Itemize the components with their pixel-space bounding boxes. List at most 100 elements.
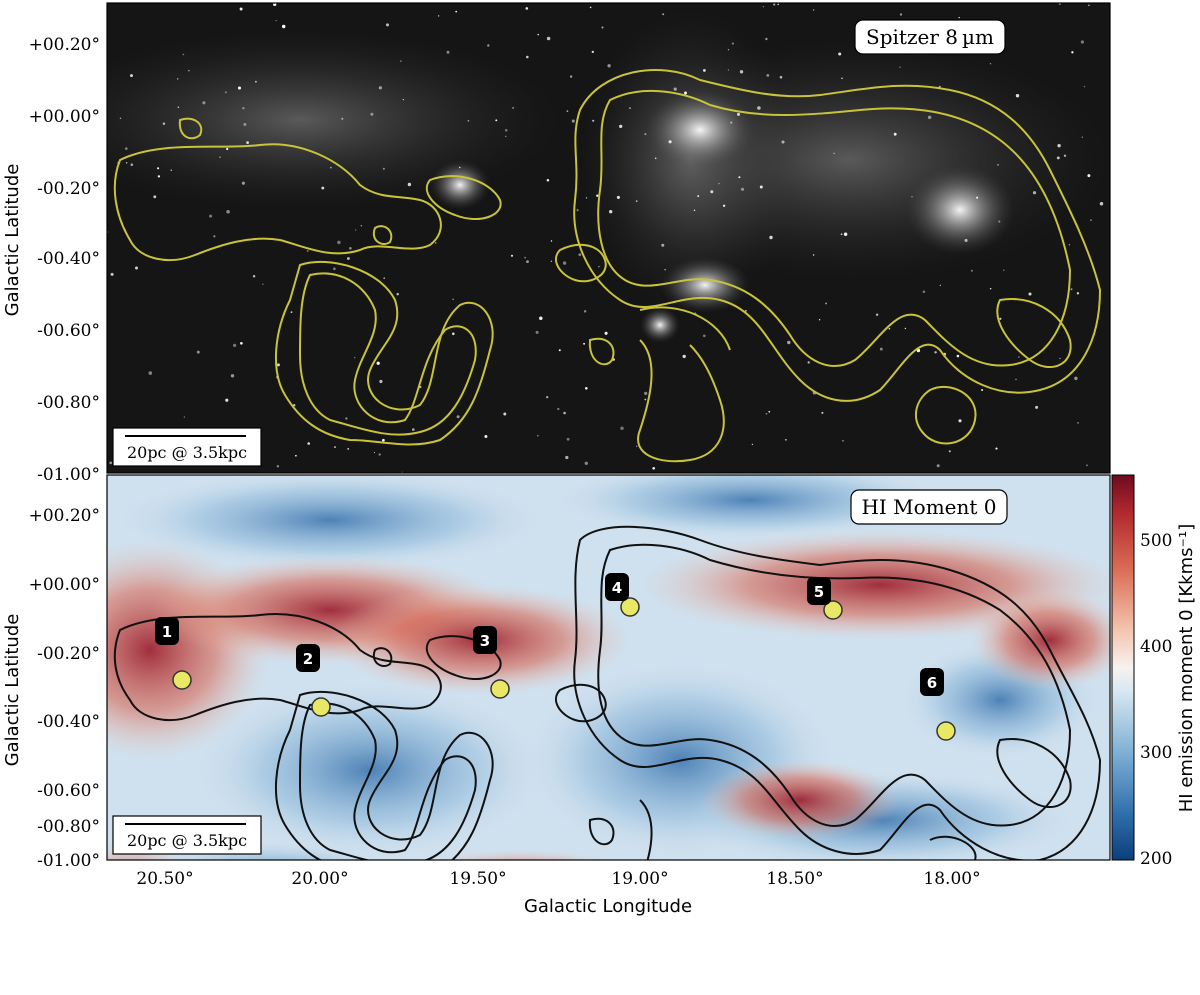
star [1074,376,1078,381]
star [341,117,344,120]
star [243,122,247,126]
top-ytick-label: -00.80° [37,393,100,413]
star [452,332,455,336]
star [379,379,383,384]
star [1018,356,1020,358]
star [467,119,470,122]
star [333,267,336,271]
star [1088,4,1090,7]
star [607,64,611,68]
star [843,232,848,236]
bottom-scalebar-box [112,815,262,855]
star [576,209,579,212]
star [537,33,539,36]
star [130,74,133,78]
star [976,196,979,199]
star [673,87,677,91]
star [535,330,539,334]
star [504,128,508,132]
star [202,101,206,105]
star [566,437,570,441]
star [958,419,962,423]
star [773,3,776,6]
star [841,77,843,80]
bottom-ytick-label: -00.40° [37,712,100,732]
top-y-axis-title: Galactic Latitude [2,164,23,317]
top-ytick-label: -00.40° [37,249,100,269]
star [1035,405,1039,409]
star [825,302,828,305]
star [697,195,700,198]
star [196,350,200,354]
star [604,331,608,335]
star [981,388,984,392]
svg-text:2: 2 [303,650,313,668]
top-scalebar-label: 20pc @ 3.5kpc [127,443,247,462]
svg-text:1: 1 [162,623,172,641]
bottom-ytick-label: -00.60° [37,781,100,801]
star [455,10,458,13]
star [840,233,843,236]
star [510,254,514,257]
star [183,416,186,418]
star [970,269,973,272]
star [1056,156,1060,160]
star [213,235,216,238]
star [710,190,714,194]
star [766,73,770,77]
star [616,195,620,199]
star [1077,422,1079,424]
star [807,361,810,364]
star [345,417,348,420]
star [585,197,588,199]
star [273,3,277,7]
bottom-scalebar-label: 20pc @ 3.5kpc [127,831,247,850]
star [936,464,940,468]
star [998,220,1001,223]
star [557,407,560,411]
star [777,3,780,6]
star [226,147,229,151]
star [550,260,553,262]
star [1057,144,1061,148]
star [598,265,600,268]
star [911,196,913,198]
star [456,415,460,419]
star [769,235,773,240]
star [546,179,550,182]
bottom-panel-label: HI Moment 0 [861,495,996,519]
star [435,242,437,244]
colorbar-tick-label: 400 [1140,637,1172,657]
bottom-y-ticks: +00.20° +00.00° -00.20° -00.40° -00.60° … [29,506,100,871]
star [1083,85,1086,88]
star [997,164,999,166]
colorbar: 500 400 300 200 HI emission moment 0 [Kk… [1111,474,1197,869]
star [684,91,687,95]
star [382,438,385,442]
star [1081,136,1084,138]
top-y-ticks: +00.20° +00.00° -00.20° -00.40° -00.60° … [29,35,100,485]
star [562,261,567,265]
xtick-label: 18.50° [766,869,823,889]
star [652,466,656,470]
star [230,374,235,378]
xtick-label: 19.50° [449,869,506,889]
star [682,354,686,359]
star [1087,174,1091,178]
star [1003,269,1005,271]
star [1068,244,1071,246]
star [571,119,575,123]
top-contours [113,69,1102,463]
star [526,55,529,59]
star [635,445,638,448]
star [596,194,599,197]
star [148,371,153,375]
star [899,66,901,68]
star [565,455,569,460]
star [546,36,551,41]
star [635,200,638,202]
star [402,98,405,101]
star [745,309,747,312]
star [383,277,385,279]
star [702,334,706,338]
